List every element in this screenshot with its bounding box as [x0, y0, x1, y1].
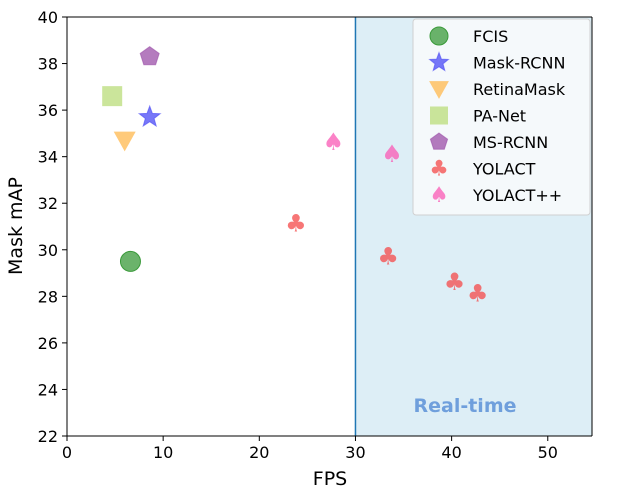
legend-marker-ms-rcnn — [429, 132, 449, 150]
legend-marker-pa-net — [430, 106, 448, 125]
legend-box — [412, 18, 591, 216]
y-tick-label: 36 — [38, 101, 58, 120]
legend-label: RetinaMask — [473, 80, 566, 99]
legend-label: MS-RCNN — [473, 133, 548, 152]
y-tick-label: 24 — [38, 380, 58, 399]
y-tick-label: 26 — [38, 334, 58, 353]
legend-label: PA-Net — [473, 107, 526, 126]
y-tick-label: 40 — [38, 8, 58, 27]
x-tick-label: 10 — [153, 443, 173, 462]
data-point-ms-rcnn — [139, 45, 160, 66]
x-tick-label: 40 — [441, 443, 461, 462]
real-time-annotation: Real-time — [413, 395, 516, 417]
y-axis-label: Mask mAP — [5, 177, 27, 275]
y-tick-label: 38 — [38, 55, 58, 74]
data-point-retinamask — [113, 131, 136, 152]
data-point-yolact-: ♠ — [381, 140, 403, 168]
x-tick-label: 50 — [538, 443, 558, 462]
data-point-yolact: ♣ — [377, 242, 399, 270]
legend-label: FCIS — [473, 27, 508, 46]
y-tick-label: 32 — [38, 194, 58, 213]
data-point-yolact: ♣ — [467, 280, 489, 308]
x-tick-label: 0 — [62, 443, 72, 462]
legend-marker-yolact: ♣ — [429, 156, 448, 181]
legend-marker-fcis — [429, 26, 449, 46]
y-tick-label: 28 — [38, 287, 58, 306]
x-tick-label: 30 — [345, 443, 365, 462]
legend-label: YOLACT++ — [472, 186, 562, 205]
data-point-yolact: ♣ — [444, 268, 466, 296]
x-axis-label: FPS — [313, 468, 347, 490]
data-point-mask-rcnn — [137, 104, 162, 128]
legend-label: Mask-RCNN — [473, 54, 565, 73]
legend-marker-yolact-: ♠ — [429, 183, 448, 208]
y-tick-label: 34 — [38, 148, 58, 167]
x-tick-label: 20 — [249, 443, 269, 462]
data-point-fcis — [119, 250, 141, 272]
legend-marker-retinamask — [429, 81, 449, 99]
legend-marker-mask-rcnn — [428, 51, 450, 72]
y-tick-label: 22 — [38, 427, 58, 446]
data-point-yolact-: ♠ — [323, 128, 345, 156]
data-point-yolact: ♣ — [285, 210, 307, 238]
data-point-pa-net — [102, 86, 123, 107]
y-tick-label: 30 — [38, 241, 58, 260]
legend-label: YOLACT — [472, 160, 536, 179]
